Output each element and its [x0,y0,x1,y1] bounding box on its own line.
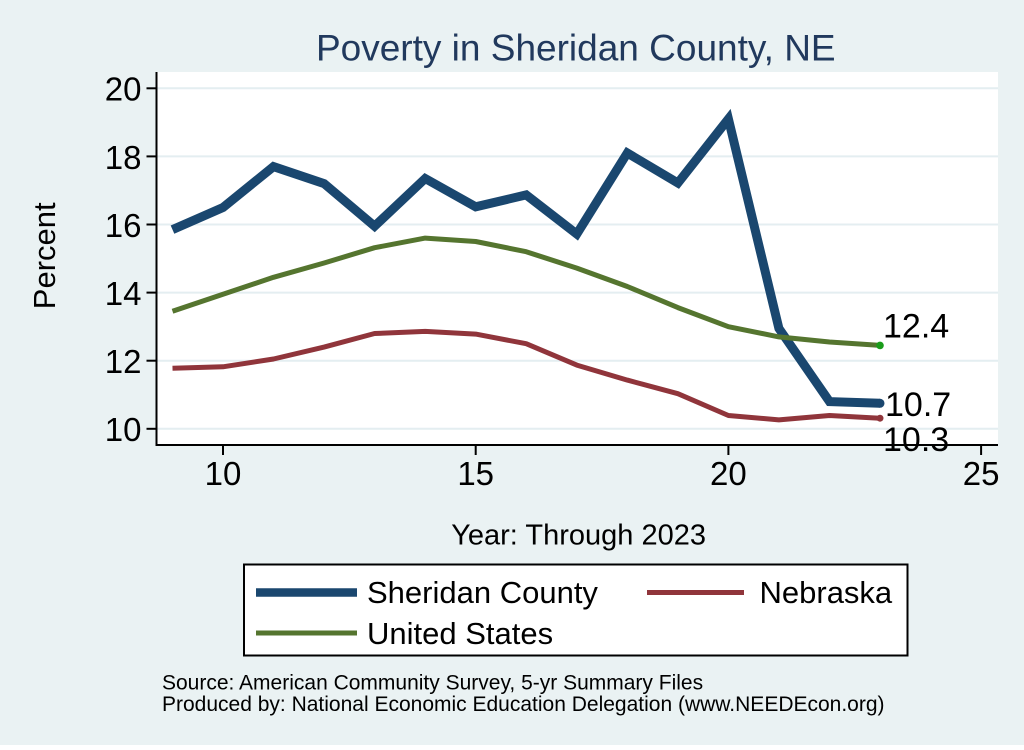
svg-text:10: 10 [205,455,242,492]
svg-text:Source: American Community Sur: Source: American Community Survey, 5-yr … [162,672,703,695]
svg-text:Nebraska: Nebraska [760,575,893,610]
svg-text:Percent: Percent [27,202,62,309]
svg-text:Sheridan County: Sheridan County [367,575,598,610]
svg-text:10.7: 10.7 [885,386,951,424]
svg-text:Produced by: National Economic: Produced by: National Economic Education… [162,693,885,716]
svg-text:10.3: 10.3 [883,421,949,459]
svg-text:Poverty in Sheridan County, NE: Poverty in Sheridan County, NE [316,28,836,69]
svg-text:20: 20 [710,455,747,492]
svg-text:16: 16 [105,207,142,244]
svg-text:12: 12 [105,343,142,380]
svg-text:18: 18 [105,139,142,176]
svg-text:12.4: 12.4 [883,308,949,346]
svg-text:15: 15 [457,455,494,492]
svg-text:United States: United States [367,616,553,651]
svg-text:25: 25 [963,455,1000,492]
svg-text:14: 14 [105,275,142,312]
svg-text:Year: Through 2023: Year: Through 2023 [451,520,706,552]
svg-text:20: 20 [105,71,142,108]
svg-text:10: 10 [105,411,142,448]
